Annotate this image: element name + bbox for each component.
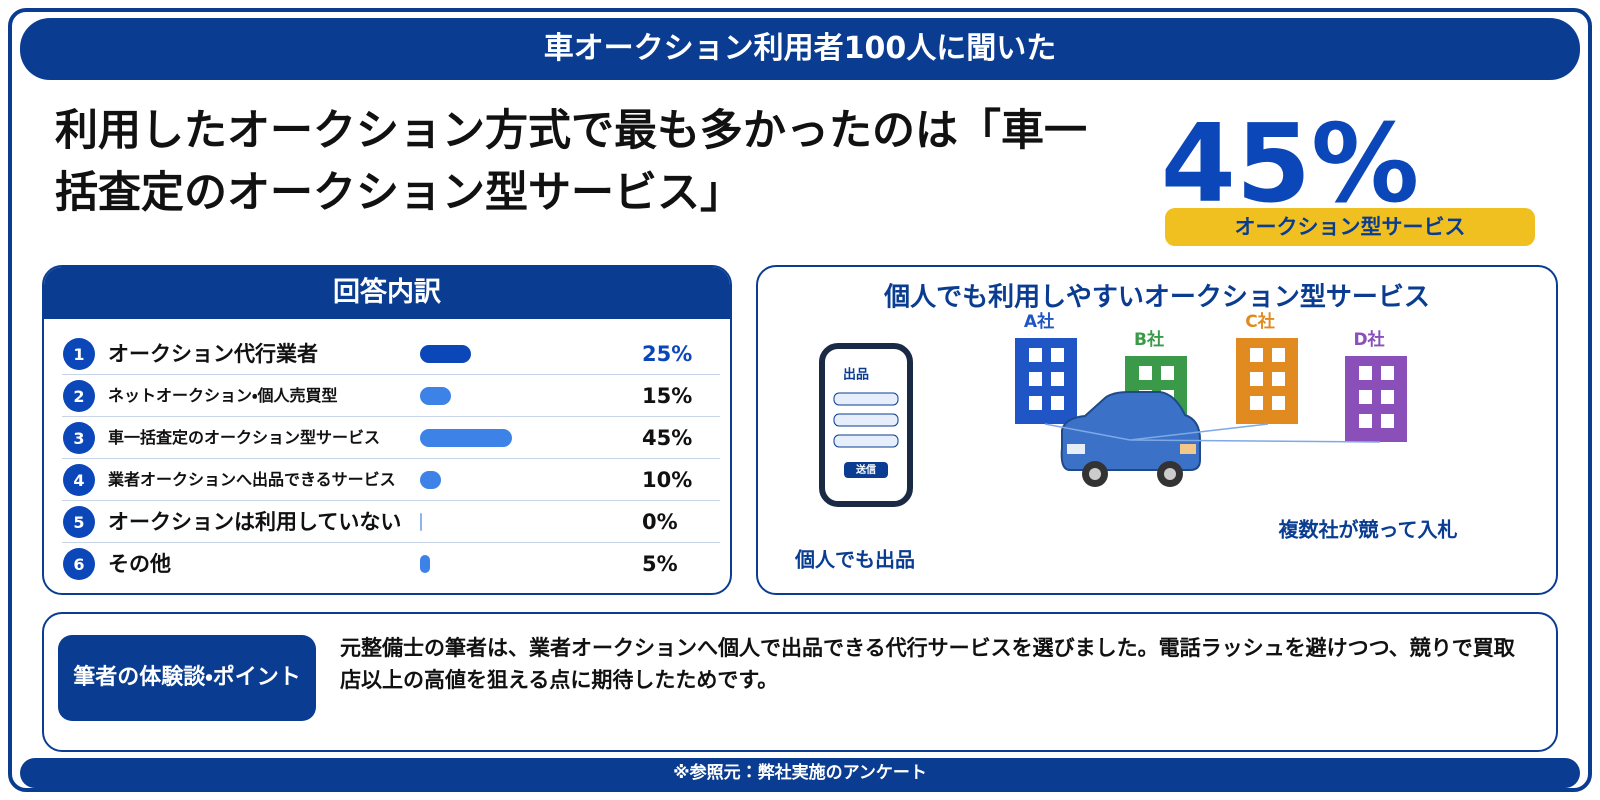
- illustration-title: 個人でも利用しやすいオークション型サービス: [883, 283, 1430, 313]
- breakdown-row: 1 オークション代行業者 25%: [44, 333, 730, 375]
- window: [1359, 366, 1372, 380]
- building: [1236, 338, 1298, 424]
- bar: [420, 429, 513, 447]
- form-field: [833, 413, 899, 427]
- window: [1139, 366, 1152, 380]
- value-label: 5%: [642, 552, 678, 576]
- breakdown-row: 3 車一括査定のオークション型サービス 45%: [44, 417, 730, 459]
- header: 車オークション利用者100人に聞いた: [20, 18, 1580, 80]
- window: [1250, 396, 1263, 410]
- row-separator: [62, 458, 720, 459]
- value-label: 10%: [642, 468, 693, 492]
- row-separator: [62, 374, 720, 375]
- window: [1051, 396, 1064, 410]
- bar: [420, 387, 451, 405]
- row-separator: [62, 542, 720, 543]
- send-button: [844, 462, 888, 478]
- window: [1051, 348, 1064, 362]
- form-field: [833, 392, 899, 406]
- bar: [420, 345, 472, 363]
- rank-badge: 3: [63, 422, 95, 454]
- breakdown-title: 回答内訳: [44, 267, 730, 319]
- bar: [420, 471, 441, 489]
- experience-text: 元整備士の筆者は、業者オークションへ個人で出品できる代行サービスを選びました。電…: [340, 636, 1515, 692]
- company-label: A社: [1024, 311, 1054, 332]
- breakdown-row: 6 その他 5%: [44, 543, 730, 585]
- experience-label: 筆者の体験談・ポイント: [58, 635, 316, 721]
- window: [1381, 414, 1394, 428]
- experience-panel: [42, 612, 1558, 752]
- bar: [420, 555, 431, 573]
- window: [1250, 348, 1263, 362]
- building: [1345, 356, 1407, 442]
- company-label: B社: [1134, 329, 1164, 350]
- highlight-value: 45%: [1160, 102, 1420, 227]
- window: [1029, 372, 1042, 386]
- row-label: 車一括査定のオークション型サービス: [108, 428, 381, 447]
- window: [1051, 372, 1064, 386]
- window: [1381, 390, 1394, 404]
- rank-badge: 1: [63, 338, 95, 370]
- rank-badge: 6: [63, 548, 95, 580]
- value-label: 25%: [642, 342, 693, 366]
- breakdown-row: 4 業者オークションへ出品できるサービス 10%: [44, 459, 730, 501]
- form-field: [833, 434, 899, 448]
- window: [1272, 396, 1285, 410]
- footer: ※参照元：弊社実施のアンケート: [20, 758, 1580, 788]
- rank-badge: 2: [63, 380, 95, 412]
- value-label: 0%: [642, 510, 678, 534]
- caption-right: 複数社が競って入札: [1279, 518, 1458, 542]
- row-label: ネットオークション・個人売買型: [108, 386, 338, 405]
- breakdown-panel: 回答内訳 1 オークション代行業者 25% 2 ネットオークション・個人売買型 15% 3 車…: [42, 265, 732, 595]
- row-label: 業者オークションへ出品できるサービス: [108, 470, 396, 489]
- breakdown-row: 5 オークションは利用していない 0%: [44, 501, 730, 543]
- window: [1250, 372, 1263, 386]
- value-label: 45%: [642, 426, 693, 450]
- window: [1381, 366, 1394, 380]
- company-label: D社: [1353, 329, 1384, 350]
- frame: [8, 8, 1592, 792]
- row-label: オークション代行業者: [108, 342, 318, 366]
- row-separator: [62, 416, 720, 417]
- company-label: C社: [1245, 311, 1274, 332]
- window: [1161, 366, 1174, 380]
- phone-title: 出品: [843, 367, 869, 383]
- value-label: 15%: [642, 384, 693, 408]
- caption-left: 個人でも出品: [794, 548, 915, 572]
- window: [1029, 348, 1042, 362]
- rank-badge: 4: [63, 464, 95, 496]
- rank-badge: 5: [63, 506, 95, 538]
- window: [1359, 414, 1372, 428]
- breakdown-row: 2 ネットオークション・個人売買型 15%: [44, 375, 730, 417]
- row-separator: [62, 500, 720, 501]
- window: [1272, 348, 1285, 362]
- car: [1044, 391, 1381, 487]
- illustration-panel: [756, 265, 1558, 595]
- row-label: オークションは利用していない: [108, 510, 402, 534]
- headline: 利用したオークション方式で最も多かったのは「車一括査定のオークション型サービス」: [55, 106, 1087, 218]
- highlight-label: オークション型サービス: [1165, 208, 1535, 246]
- building: [1015, 338, 1077, 424]
- window: [1029, 396, 1042, 410]
- send-button-label: 送信: [856, 463, 876, 476]
- bar: [420, 513, 422, 531]
- window: [1272, 372, 1285, 386]
- row-label: その他: [108, 552, 171, 576]
- window: [1359, 390, 1372, 404]
